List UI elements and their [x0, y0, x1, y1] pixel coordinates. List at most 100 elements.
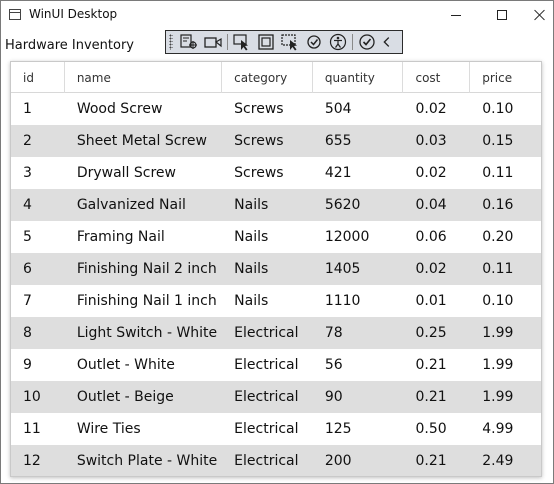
- cell-id: 4: [23, 197, 32, 213]
- cell-cost: 0.02: [415, 165, 447, 181]
- close-icon: [534, 9, 546, 21]
- cell-category: Nails: [234, 293, 269, 309]
- close-button[interactable]: [525, 1, 554, 29]
- minimize-icon: [451, 14, 461, 16]
- cell-category: Screws: [234, 165, 284, 181]
- table-row[interactable]: 1 Wood Screw Screws 504 0.02 0.10: [11, 93, 541, 125]
- check-button[interactable]: [355, 31, 379, 53]
- live-visual-tree-icon: [180, 34, 197, 49]
- table-row[interactable]: 4 Galvanized Nail Nails 5620 0.04 0.16: [11, 189, 541, 221]
- cell-id: 7: [23, 293, 32, 309]
- cell-cost: 0.21: [415, 453, 447, 469]
- cell-price: 0.11: [482, 165, 514, 181]
- cell-price: 0.10: [482, 293, 514, 309]
- select-element-button[interactable]: [230, 31, 254, 53]
- cell-id: 8: [23, 325, 32, 341]
- cell-cost: 0.50: [415, 421, 447, 437]
- minimize-button[interactable]: [433, 1, 479, 29]
- cell-cost: 0.02: [415, 261, 447, 277]
- cell-quantity: 421: [324, 165, 352, 181]
- cell-id: 6: [23, 261, 32, 277]
- toolbar-separator: [227, 34, 228, 50]
- column-header-price[interactable]: price: [482, 70, 513, 85]
- cell-quantity: 1110: [324, 293, 361, 309]
- cell-category: Nails: [234, 261, 269, 277]
- cell-price: 0.15: [482, 133, 514, 149]
- cell-id: 9: [23, 357, 32, 373]
- cell-quantity: 56: [324, 357, 343, 373]
- table-row[interactable]: 11 Wire Ties Electrical 125 0.50 4.99: [11, 413, 541, 445]
- cell-category: Nails: [234, 197, 269, 213]
- cell-price: 1.99: [482, 325, 514, 341]
- title-bar[interactable]: WinUI Desktop: [1, 1, 553, 29]
- table-row[interactable]: 12 Switch Plate - White Electrical 200 0.21 2…: [11, 445, 541, 476]
- display-layout-adorners-button[interactable]: [254, 31, 278, 53]
- table-row[interactable]: 7 Finishing Nail 1 inch Nails 1110 0.01 0.10: [11, 285, 541, 317]
- column-header-quantity[interactable]: quantity: [313, 62, 404, 93]
- cell-price: 0.20: [482, 229, 514, 245]
- record-icon: [204, 37, 222, 48]
- table-row[interactable]: 8 Light Switch - White Electrical 78 0.25 1.9…: [11, 317, 541, 349]
- cell-price: 1.99: [482, 389, 514, 405]
- cell-cost: 0.06: [415, 229, 447, 245]
- cell-category: Electrical: [234, 389, 299, 405]
- cell-category: Screws: [234, 133, 284, 149]
- maximize-icon: [497, 10, 507, 20]
- app-window-icon: [9, 9, 21, 20]
- cell-price: 4.99: [482, 421, 514, 437]
- track-focus-button[interactable]: [278, 31, 302, 53]
- cell-quantity: 504: [324, 101, 352, 117]
- cell-category: Electrical: [234, 421, 299, 437]
- cell-cost: 0.02: [415, 101, 447, 117]
- toolbar-grip-handle[interactable]: [169, 34, 173, 50]
- cell-name: Finishing Nail 2 inch: [76, 261, 217, 277]
- cell-name: Wire Ties: [76, 421, 141, 437]
- cell-quantity: 78: [324, 325, 343, 341]
- display-layout-adorners-icon: [258, 34, 274, 50]
- cell-quantity: 125: [324, 421, 352, 437]
- column-header-category[interactable]: category: [222, 62, 313, 93]
- cell-quantity: 200: [324, 453, 352, 469]
- column-header-id[interactable]: id: [11, 62, 65, 93]
- cell-category: Electrical: [234, 325, 299, 341]
- collapse-toolbar-button[interactable]: [379, 31, 395, 53]
- cell-category: Screws: [234, 101, 284, 117]
- table-row[interactable]: 6 Finishing Nail 2 inch Nails 1405 0.02 0.11: [11, 253, 541, 285]
- table-row[interactable]: 10 Outlet - Beige Electrical 90 0.21 1.99: [11, 381, 541, 413]
- cell-price: 0.16: [482, 197, 514, 213]
- column-header-name[interactable]: name: [65, 62, 223, 93]
- xaml-debug-toolbar: [165, 30, 403, 54]
- column-header-row: id name category quantity cost price: [11, 62, 541, 93]
- table-row[interactable]: 9 Outlet - White Electrical 56 0.21 1.99: [11, 349, 541, 381]
- maximize-button[interactable]: [479, 1, 525, 29]
- cell-id: 1: [23, 101, 32, 117]
- cell-cost: 0.01: [415, 293, 447, 309]
- select-element-icon: [233, 34, 248, 51]
- accessibility-button[interactable]: [326, 31, 350, 53]
- hot-reload-button[interactable]: [302, 31, 326, 53]
- table-row[interactable]: 2 Sheet Metal Screw Screws 655 0.03 0.15: [11, 125, 541, 157]
- cell-name: Finishing Nail 1 inch: [76, 293, 217, 309]
- column-header-cost[interactable]: cost: [403, 62, 471, 93]
- cell-name: Galvanized Nail: [76, 197, 186, 213]
- table-row[interactable]: 5 Framing Nail Nails 12000 0.06 0.20: [11, 221, 541, 253]
- cell-id: 11: [23, 421, 41, 437]
- cell-category: Electrical: [234, 453, 299, 469]
- cell-quantity: 655: [324, 133, 352, 149]
- cell-price: 2.49: [482, 453, 514, 469]
- cell-id: 5: [23, 229, 32, 245]
- table-row[interactable]: 3 Drywall Screw Screws 421 0.02 0.11: [11, 157, 541, 189]
- cell-id: 10: [23, 389, 41, 405]
- cell-name: Light Switch - White: [76, 325, 218, 341]
- cell-name: Outlet - White: [76, 357, 175, 373]
- cell-cost: 0.03: [415, 133, 447, 149]
- cell-cost: 0.25: [415, 325, 447, 341]
- record-button[interactable]: [201, 31, 225, 53]
- cell-name: Wood Screw: [76, 101, 163, 117]
- hot-reload-icon: [307, 35, 321, 49]
- cell-category: Nails: [234, 229, 269, 245]
- live-visual-tree-button[interactable]: [177, 31, 201, 53]
- cell-cost: 0.04: [415, 197, 447, 213]
- inventory-data-grid[interactable]: id name category quantity cost price 1 Wo…: [10, 61, 542, 477]
